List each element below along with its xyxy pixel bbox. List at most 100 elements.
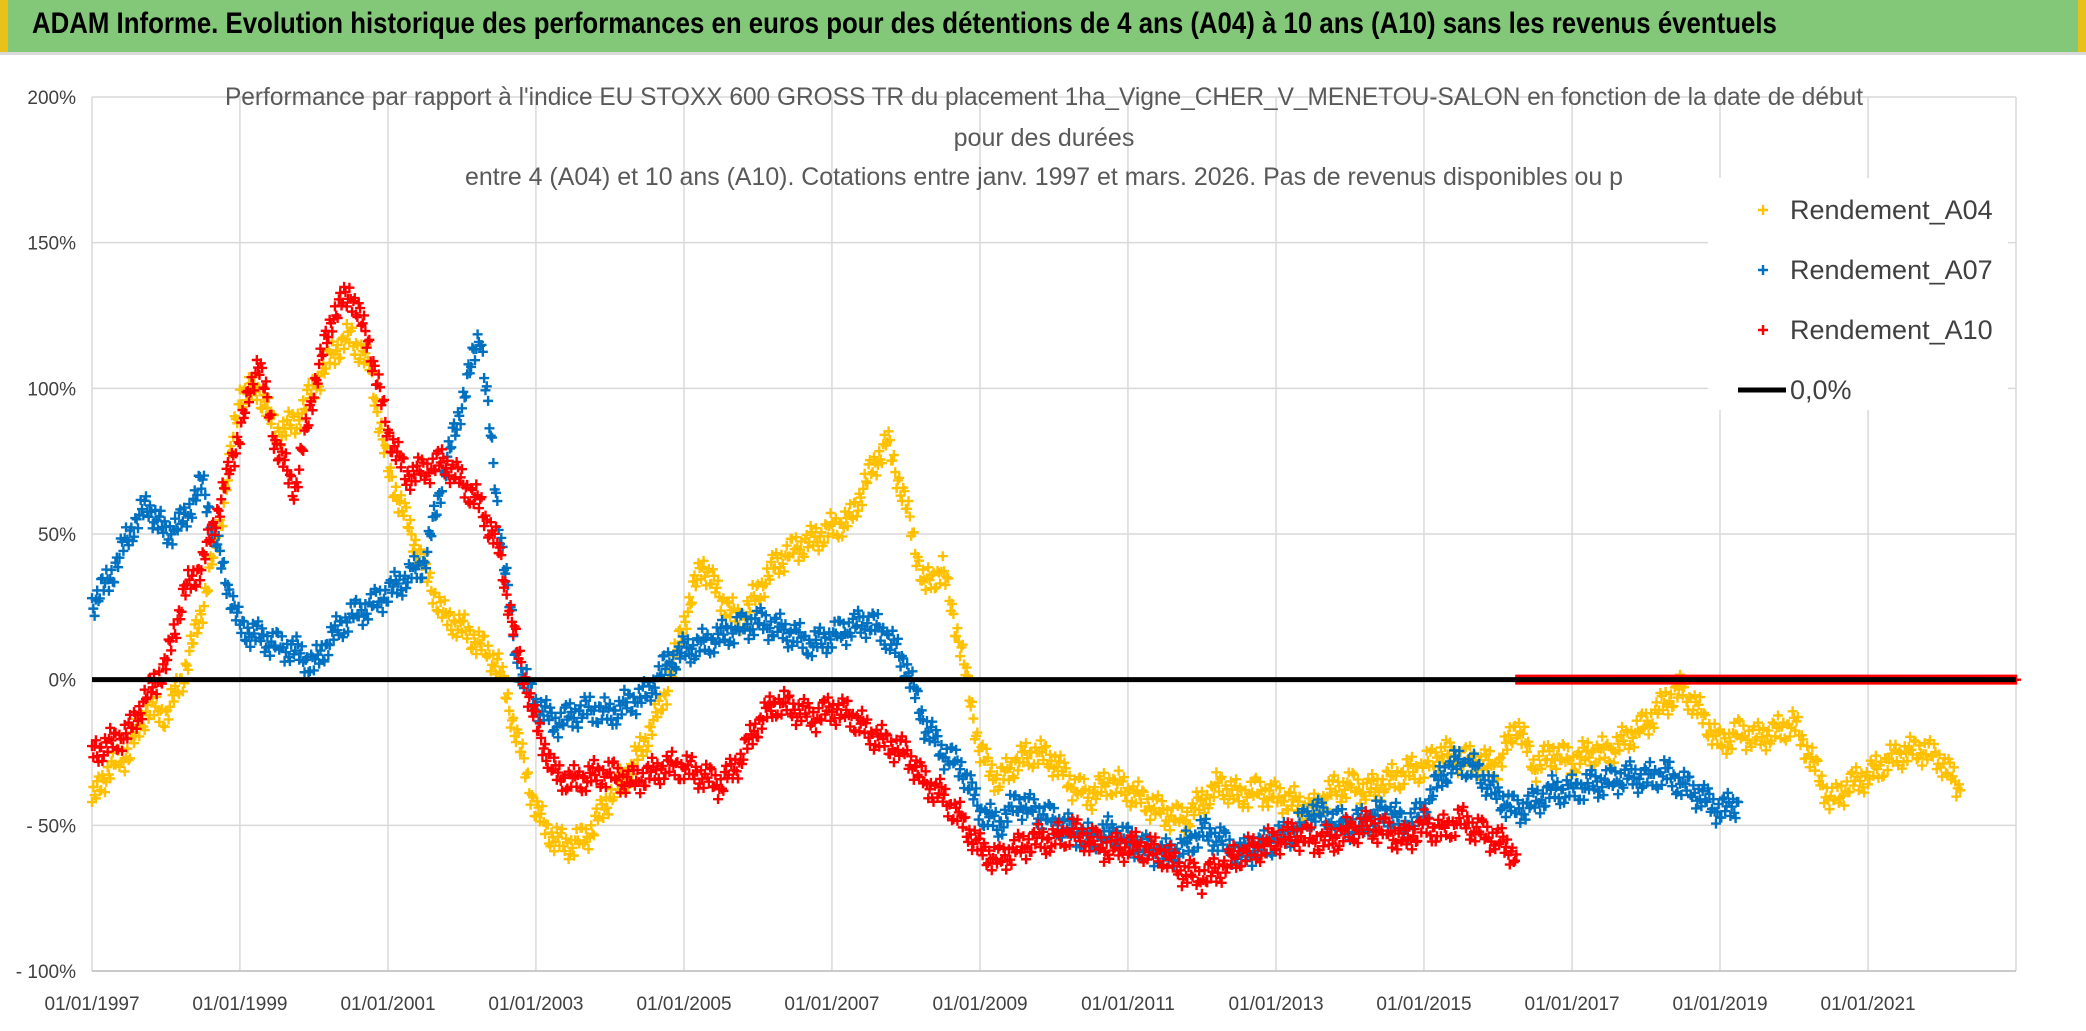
data-point [723,598,734,609]
data-point [1921,749,1932,760]
data-point [454,410,465,421]
data-point [973,814,984,825]
data-point [837,531,848,542]
data-point [177,686,188,697]
data-point [1352,774,1363,785]
data-point [935,578,946,589]
data-point [1337,804,1348,815]
data-point [1833,797,1844,808]
data-point [902,745,913,756]
data-point [159,721,170,732]
data-point [90,793,101,804]
data-point [588,755,599,766]
data-point [876,458,887,469]
data-point [389,566,400,577]
y-tick-label: 150% [27,234,76,255]
data-point [1102,777,1113,788]
data-point [1878,770,1889,781]
data-point [632,754,643,765]
data-point [1217,839,1228,850]
data-point [955,764,966,775]
data-point [1557,739,1568,750]
data-point [193,622,204,633]
data-point [339,343,350,354]
data-point [1216,771,1227,782]
data-point [113,562,124,573]
data-point [982,752,993,763]
data-point [671,664,682,675]
data-point [853,505,864,516]
data-point [314,359,325,370]
data-point [779,685,790,696]
data-point [568,850,579,861]
data-point [122,743,133,754]
data-point [1149,839,1160,850]
data-point [1664,756,1675,767]
data-point [888,450,899,461]
data-point [933,788,944,799]
data-point [485,430,496,441]
data-point [620,697,631,708]
data-point [822,692,833,703]
data-point [862,714,873,725]
data-point [1029,794,1040,805]
data-point [179,502,190,513]
data-point [842,695,853,706]
data-point [580,824,591,835]
data-point [1380,803,1391,814]
data-point [631,709,642,720]
data-point [422,546,433,557]
data-point [1170,847,1181,858]
data-point [1551,782,1562,793]
data-point [686,597,697,608]
data-point [167,539,178,550]
data-point [206,559,217,570]
data-point [496,550,507,561]
data-point [985,766,996,777]
data-point [1418,772,1429,783]
data-point [1445,737,1456,748]
data-point [690,761,701,772]
data-point [1009,773,1020,784]
data-point [443,470,454,481]
data-point [1051,761,1062,772]
data-point [955,796,966,807]
data-point [826,706,837,717]
data-point [1006,859,1017,870]
data-point [1691,803,1702,814]
data-point [390,481,401,492]
data-point [929,737,940,748]
data-point [1738,720,1749,731]
data-point [1311,801,1322,812]
data-point [1521,746,1532,757]
data-point [1466,769,1477,780]
data-point [479,630,490,641]
data-point [489,528,500,539]
data-point [748,726,759,737]
data-point [1153,790,1164,801]
data-point [513,728,524,739]
data-point [1644,757,1655,768]
data-point [551,822,562,833]
data-point [244,397,255,408]
data-point [393,437,404,448]
data-point [914,555,925,566]
data-point [1310,816,1321,827]
data-point [750,613,761,624]
data-point [1437,780,1448,791]
data-point [1038,826,1049,837]
data-point [1543,740,1554,751]
data-point [1263,801,1274,812]
data-point [363,614,374,625]
data-point [1428,790,1439,801]
data-point [920,766,931,777]
data-point [1586,747,1597,758]
data-point [217,521,228,532]
data-point [208,517,219,528]
data-point [1948,762,1959,773]
data-point [1784,731,1795,742]
data-point [1045,846,1056,857]
data-point [1802,741,1813,752]
data-point [771,548,782,559]
data-point [651,707,662,718]
